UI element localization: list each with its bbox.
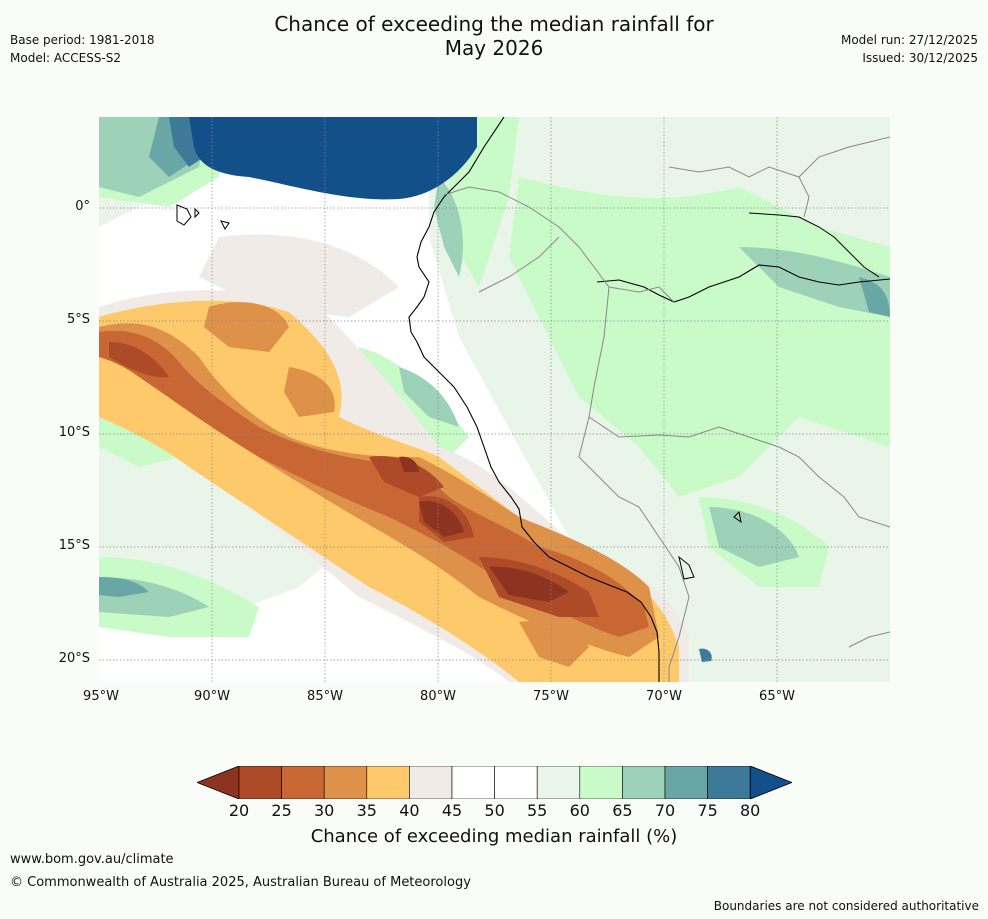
- colorbar-graphic: [195, 765, 794, 800]
- colorbar-segment: [494, 765, 538, 800]
- colorbar: [195, 765, 794, 800]
- issued-date: Issued: 30/12/2025: [862, 51, 978, 65]
- colorbar-tick-label: 30: [314, 801, 335, 820]
- map-canvas: [99, 117, 890, 682]
- meta-left: Base period: 1981-2018 Model: ACCESS-S2: [10, 31, 155, 67]
- colorbar-tick-label: 55: [527, 801, 548, 820]
- lon-label-95w: 95°W: [83, 689, 119, 704]
- lon-label-80w: 80°W: [420, 689, 456, 704]
- colorbar-tick-label: 65: [612, 801, 633, 820]
- colorbar-tick-label: 50: [484, 801, 505, 820]
- colorbar-tick-label: 25: [271, 801, 292, 820]
- footer-disclaimer: Boundaries are not considered authoritat…: [713, 899, 979, 913]
- colorbar-segment: [664, 765, 708, 800]
- colorbar-segment: [238, 765, 282, 800]
- colorbar-tick-label: 35: [356, 801, 377, 820]
- lat-label-15s: 15°S: [58, 538, 90, 553]
- colorbar-label: Chance of exceeding median rainfall (%): [310, 826, 678, 847]
- model-run: Model run: 27/12/2025: [840, 33, 978, 47]
- colorbar-segment: [366, 765, 410, 800]
- colorbar-tick-label: 70: [654, 801, 676, 820]
- map-title: Chance of exceeding the median rainfall …: [0, 12, 988, 60]
- base-period: Base period: 1981-2018: [10, 33, 155, 47]
- lat-label-5s: 5°S: [66, 312, 90, 327]
- footer-url: www.bom.gov.au/climate: [10, 852, 174, 867]
- colorbar-segment: [281, 765, 325, 800]
- lon-label-85w: 85°W: [307, 689, 343, 704]
- colorbar-tick-label: 80: [740, 801, 761, 820]
- lat-label-10s: 10°S: [58, 425, 90, 440]
- colorbar-arrow-low: [195, 765, 240, 800]
- lon-label-90w: 90°W: [194, 689, 230, 704]
- lon-label-70w: 70°W: [646, 689, 682, 704]
- colorbar-segment: [536, 765, 581, 800]
- colorbar-tick-label: 60: [569, 801, 590, 820]
- colorbar-tick-label: 20: [228, 801, 250, 820]
- colorbar-segment: [409, 765, 453, 800]
- footer-copyright: © Commonwealth of Australia 2025, Austra…: [10, 875, 471, 890]
- lat-label-20s: 20°S: [58, 651, 90, 666]
- lat-label-0: 0°: [75, 199, 90, 214]
- colorbar-segment: [579, 765, 623, 800]
- colorbar-arrow-high: [749, 765, 794, 800]
- lon-label-65w: 65°W: [759, 689, 795, 704]
- lon-label-75w: 75°W: [533, 689, 569, 704]
- colorbar-tick-label: 45: [441, 801, 463, 820]
- model-name: Model: ACCESS-S2: [10, 51, 122, 65]
- meta-right: Model run: 27/12/2025 Issued: 30/12/2025: [841, 31, 978, 67]
- colorbar-tick-label: 75: [697, 801, 718, 820]
- colorbar-segment: [622, 765, 666, 800]
- colorbar-segment: [323, 765, 368, 800]
- colorbar-segment: [451, 765, 495, 800]
- colorbar-tick-label: 40: [399, 801, 420, 820]
- title-line-2: May 2026: [444, 36, 544, 60]
- rainfall-map: [99, 117, 890, 682]
- title-line-1: Chance of exceeding the median rainfall …: [274, 12, 714, 36]
- colorbar-segment: [707, 765, 751, 800]
